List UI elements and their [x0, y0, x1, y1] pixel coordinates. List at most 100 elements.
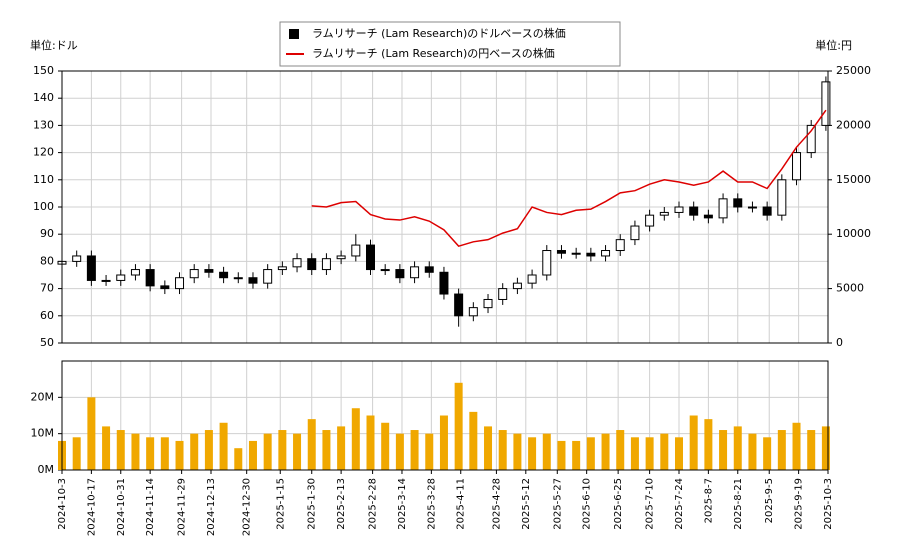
- volume-bar: [674, 437, 683, 470]
- volume-bar: [645, 437, 654, 470]
- volume-bar: [190, 433, 199, 470]
- volume-bar: [572, 440, 581, 470]
- candle-body: [248, 277, 258, 284]
- x-tick-label: 2025-3-14: [397, 478, 408, 530]
- plot-frame: [61, 360, 829, 471]
- y-tick-label: 20M: [31, 390, 55, 403]
- candle-body: [175, 277, 185, 290]
- candle-body: [542, 250, 552, 276]
- x-tick-label: 2024-12-30: [242, 478, 253, 536]
- volume-bar: [351, 408, 360, 470]
- candle-body: [365, 244, 375, 271]
- candle-body: [498, 288, 508, 300]
- y-tick-label: 150: [33, 64, 54, 77]
- y-tick-label: 60: [40, 309, 54, 322]
- candle-body: [556, 250, 566, 254]
- x-tick-label: 2025-8-7: [703, 478, 714, 523]
- volume-bar: [542, 433, 551, 470]
- y-tick-label: 80: [40, 254, 54, 267]
- volume-bar: [484, 426, 493, 470]
- volume-bar: [116, 430, 125, 470]
- x-tick-label: 2024-10-31: [116, 478, 127, 536]
- volume-bar: [146, 437, 155, 470]
- volume-bar: [498, 430, 507, 470]
- volume-bar: [439, 415, 448, 470]
- y2-tick-label: 0: [836, 336, 843, 349]
- x-tick-label: 2024-10-3: [57, 478, 68, 530]
- volume-bar: [366, 415, 375, 470]
- x-tick-label: 2025-3-28: [426, 478, 437, 530]
- candle-body: [351, 244, 361, 257]
- candle-body: [219, 271, 229, 279]
- volume-bar: [278, 430, 287, 470]
- y-tick-label: 70: [40, 282, 54, 295]
- volume-bar: [307, 419, 316, 470]
- legend-label: ラムリサーチ (Lam Research)の円ベースの株価: [312, 46, 555, 60]
- volume-bar: [616, 430, 625, 470]
- candle-body: [307, 258, 317, 271]
- volume-bar: [557, 440, 566, 470]
- x-tick-label: 2024-12-13: [206, 478, 217, 536]
- candle-body: [86, 255, 96, 281]
- legend-swatch: [289, 29, 299, 39]
- y-tick-label: 140: [33, 91, 54, 104]
- x-tick-label: 2025-2-28: [368, 478, 379, 530]
- volume-bar: [513, 433, 522, 470]
- candle-body: [380, 269, 390, 272]
- x-tick-label: 2025-6-25: [613, 478, 624, 530]
- x-tick-label: 2025-4-11: [456, 478, 467, 530]
- volume-bar: [660, 433, 669, 470]
- candle-body: [586, 252, 596, 257]
- candle-body: [454, 293, 464, 317]
- candle-body: [424, 266, 434, 273]
- x-tick-label: 2025-9-5: [764, 478, 775, 523]
- volume-bar: [410, 430, 419, 470]
- y2-tick-label: 5000: [836, 282, 864, 295]
- candle-body: [130, 269, 140, 276]
- candle-body: [821, 81, 831, 126]
- volume-bar: [777, 430, 786, 470]
- legend-box: [279, 21, 621, 67]
- candle-body: [527, 274, 537, 284]
- candle-body: [292, 258, 302, 268]
- volume-bar: [630, 437, 639, 470]
- x-tick-label: 2025-9-19: [794, 478, 805, 530]
- y-tick-label: 0M: [38, 463, 55, 476]
- y-axis-unit: 単位:ドル: [30, 38, 78, 52]
- y-tick-label: 130: [33, 118, 54, 131]
- volume-bar: [689, 415, 698, 470]
- volume-bar: [395, 433, 404, 470]
- candle-body: [674, 206, 684, 213]
- x-tick-label: 2025-1-15: [275, 478, 286, 530]
- volume-bar: [821, 426, 830, 470]
- volume-bar: [175, 440, 184, 470]
- x-tick-label: 2024-10-17: [86, 478, 97, 536]
- volume-bar: [337, 426, 346, 470]
- volume-bar: [719, 430, 728, 470]
- candle-body: [615, 239, 625, 252]
- x-tick-label: 2025-1-30: [307, 478, 318, 530]
- plot-frame: [61, 70, 829, 344]
- legend-label: ラムリサーチ (Lam Research)のドルベースの株価: [312, 26, 566, 40]
- candle-body: [777, 179, 787, 216]
- volume-bar: [131, 433, 140, 470]
- volume-bar: [87, 397, 96, 470]
- y2-tick-label: 25000: [836, 64, 871, 77]
- candle-body: [116, 274, 126, 281]
- volume-bar: [807, 430, 816, 470]
- candle-body: [233, 277, 243, 280]
- volume-bar: [733, 426, 742, 470]
- candle-body: [189, 269, 199, 279]
- y-tick-label: 10M: [31, 427, 55, 440]
- volume-bar: [381, 422, 390, 470]
- x-tick-label: 2025-10-3: [823, 478, 834, 530]
- x-tick-label: 2025-7-10: [645, 478, 656, 530]
- x-tick-label: 2025-8-21: [733, 478, 744, 530]
- candle-body: [468, 307, 478, 317]
- candle-body: [762, 206, 772, 216]
- candle-body: [321, 258, 331, 271]
- volume-bar: [72, 437, 81, 470]
- candle-body: [792, 152, 802, 181]
- volume-bar: [601, 433, 610, 470]
- candle-body: [204, 269, 214, 273]
